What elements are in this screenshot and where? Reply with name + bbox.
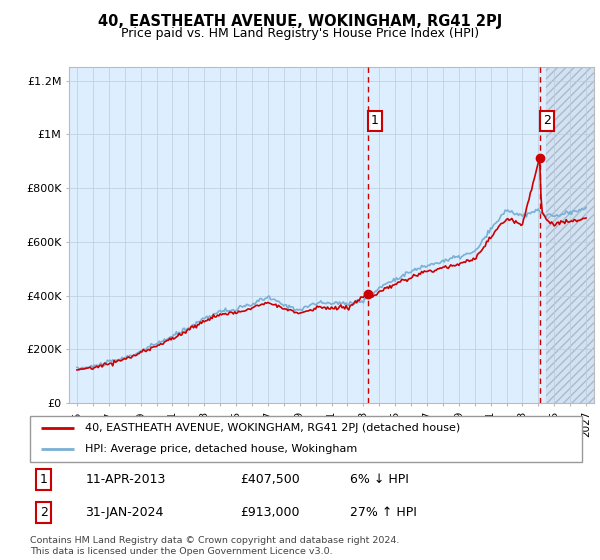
Text: 31-JAN-2024: 31-JAN-2024 [85, 506, 164, 519]
FancyBboxPatch shape [30, 416, 582, 462]
Text: 2: 2 [543, 114, 551, 128]
Text: Contains HM Land Registry data © Crown copyright and database right 2024.
This d: Contains HM Land Registry data © Crown c… [30, 536, 400, 556]
Text: HPI: Average price, detached house, Wokingham: HPI: Average price, detached house, Woki… [85, 444, 358, 454]
Text: 2: 2 [40, 506, 48, 519]
Text: 1: 1 [371, 114, 379, 128]
Text: 27% ↑ HPI: 27% ↑ HPI [350, 506, 417, 519]
Text: 40, EASTHEATH AVENUE, WOKINGHAM, RG41 2PJ (detached house): 40, EASTHEATH AVENUE, WOKINGHAM, RG41 2P… [85, 423, 460, 432]
Bar [546, 67, 594, 403]
Text: £913,000: £913,000 [240, 506, 299, 519]
Bar [546, 67, 594, 403]
Text: 40, EASTHEATH AVENUE, WOKINGHAM, RG41 2PJ: 40, EASTHEATH AVENUE, WOKINGHAM, RG41 2P… [98, 14, 502, 29]
Text: £407,500: £407,500 [240, 473, 299, 486]
Text: 6% ↓ HPI: 6% ↓ HPI [350, 473, 409, 486]
Text: 1: 1 [40, 473, 48, 486]
Text: 11-APR-2013: 11-APR-2013 [85, 473, 166, 486]
Text: Price paid vs. HM Land Registry's House Price Index (HPI): Price paid vs. HM Land Registry's House … [121, 27, 479, 40]
